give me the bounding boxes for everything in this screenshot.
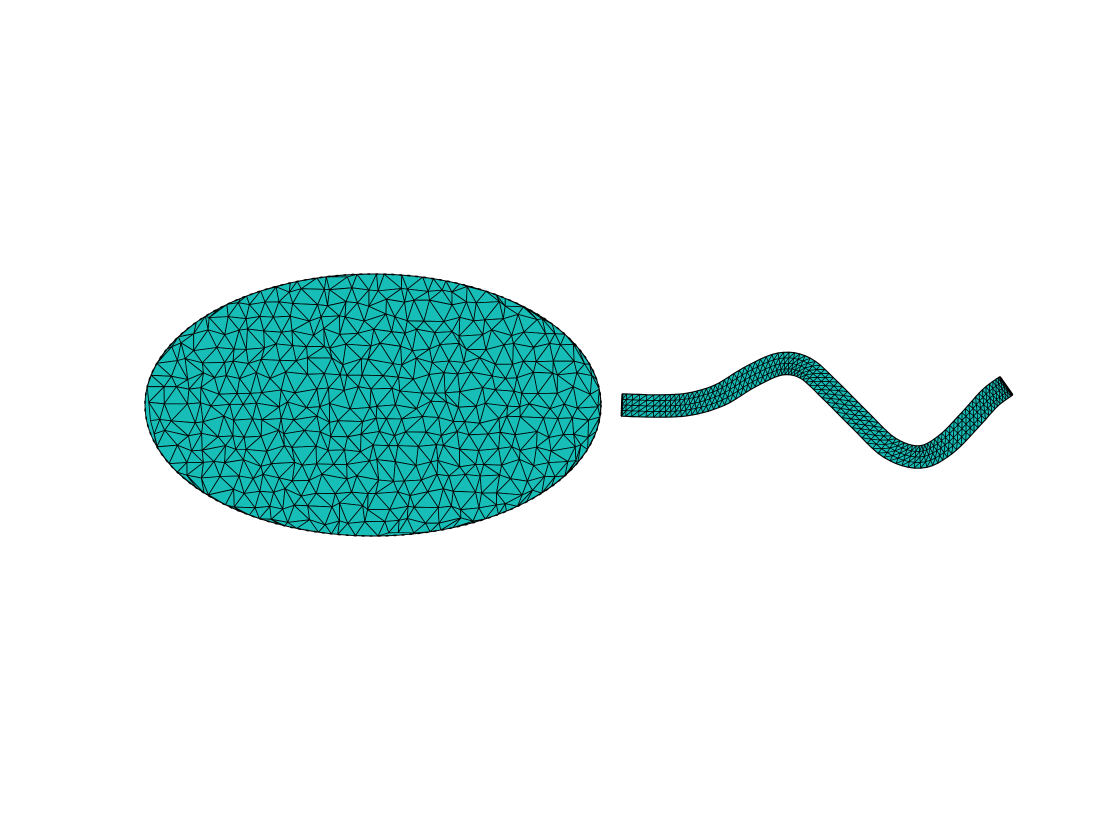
cell-body-rim (144, 273, 602, 537)
flagellum-base-cap (620, 393, 624, 417)
flagellum-mesh (620, 351, 1014, 469)
cell-body-mesh (144, 273, 602, 537)
flagellum-tip-cap (998, 376, 1014, 396)
mesh-triangle (388, 520, 400, 534)
mesh-triangle (208, 303, 229, 319)
mesh-triangle (377, 521, 390, 536)
cell-body-triangles (146, 274, 601, 536)
mesh-triangle (413, 522, 431, 534)
mesh-triangle (397, 518, 415, 534)
